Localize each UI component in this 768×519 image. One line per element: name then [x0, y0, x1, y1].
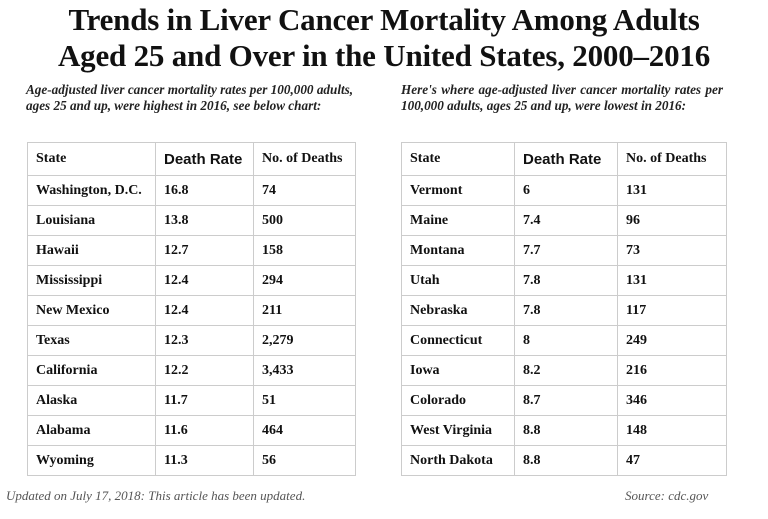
table-row: Connecticut 8 249 [401, 325, 727, 356]
table-cell: 3,433 [253, 355, 356, 386]
table-cell: 13.8 [155, 205, 254, 236]
table-cell: 11.6 [155, 415, 254, 446]
table-cell: 47 [617, 445, 727, 476]
column-header: State [401, 142, 515, 176]
table-row: Colorado 8.7 346 [401, 385, 727, 416]
table-cell: 7.4 [514, 205, 618, 236]
table-cell: 117 [617, 295, 727, 326]
table-header-row: State Death Rate No. of Deaths [401, 142, 727, 176]
table-row: Vermont 6 131 [401, 175, 727, 206]
table-row: Iowa 8.2 216 [401, 355, 727, 386]
table-cell: North Dakota [401, 445, 515, 476]
table-cell: 56 [253, 445, 356, 476]
title-line-1: Trends in Liver Cancer Mortality Among A… [68, 2, 700, 37]
table-cell: 249 [617, 325, 727, 356]
table-cell: 131 [617, 265, 727, 296]
page-title: Trends in Liver Cancer Mortality Among A… [0, 2, 768, 74]
table-cell: 500 [253, 205, 356, 236]
table-cell: Alabama [27, 415, 156, 446]
table-row: California 12.2 3,433 [27, 355, 356, 386]
table-cell: Utah [401, 265, 515, 296]
table-cell: 7.8 [514, 265, 618, 296]
table-cell: 12.4 [155, 265, 254, 296]
table-cell: California [27, 355, 156, 386]
table-cell: Nebraska [401, 295, 515, 326]
table-cell: Washington, D.C. [27, 175, 156, 206]
table-cell: Maine [401, 205, 515, 236]
table-row: West Virginia 8.8 148 [401, 415, 727, 446]
table-row: Wyoming 11.3 56 [27, 445, 356, 476]
table-cell: 8.8 [514, 445, 618, 476]
table-row: Washington, D.C. 16.8 74 [27, 175, 356, 206]
column-header: Death Rate [155, 142, 254, 176]
table-cell: Montana [401, 235, 515, 266]
lowest-rates-table: State Death Rate No. of Deaths Vermont 6 131 M… [401, 142, 727, 476]
table-row: Hawaii 12.7 158 [27, 235, 356, 266]
table-cell: 148 [617, 415, 727, 446]
table-cell: 73 [617, 235, 727, 266]
table-cell: Alaska [27, 385, 156, 416]
table-cell: 11.3 [155, 445, 254, 476]
table-cell: Wyoming [27, 445, 156, 476]
table-cell: 16.8 [155, 175, 254, 206]
table-cell: Texas [27, 325, 156, 356]
table-cell: 346 [617, 385, 727, 416]
table-cell: Iowa [401, 355, 515, 386]
table-row: North Dakota 8.8 47 [401, 445, 727, 476]
table-cell: Connecticut [401, 325, 515, 356]
column-header: No. of Deaths [253, 142, 356, 176]
table-cell: 11.7 [155, 385, 254, 416]
highest-rates-table: State Death Rate No. of Deaths Washington, … [27, 142, 356, 476]
title-line-2: Aged 25 and Over in the United States, 2… [57, 38, 711, 73]
table-row: Maine 7.4 96 [401, 205, 727, 236]
table-cell: 7.8 [514, 295, 618, 326]
table-row: Louisiana 13.8 500 [27, 205, 356, 236]
table-cell: 216 [617, 355, 727, 386]
table-cell: 2,279 [253, 325, 356, 356]
table-cell: 6 [514, 175, 618, 206]
table-cell: 464 [253, 415, 356, 446]
table-cell: 7.7 [514, 235, 618, 266]
table-cell: 8.7 [514, 385, 618, 416]
table-cell: Hawaii [27, 235, 156, 266]
table-cell: 12.3 [155, 325, 254, 356]
table-cell: Vermont [401, 175, 515, 206]
table-row: Nebraska 7.8 117 [401, 295, 727, 326]
table-row: Texas 12.3 2,279 [27, 325, 356, 356]
table-cell: West Virginia [401, 415, 515, 446]
table-row: Alabama 11.6 464 [27, 415, 356, 446]
table-cell: Mississippi [27, 265, 156, 296]
table-cell: 211 [253, 295, 356, 326]
table-cell: 8 [514, 325, 618, 356]
right-caption: Here's where age-adjusted liver cancer m… [401, 82, 723, 113]
table-cell: 12.7 [155, 235, 254, 266]
table-row: Alaska 11.7 51 [27, 385, 356, 416]
table-row: Montana 7.7 73 [401, 235, 727, 266]
column-header: State [27, 142, 156, 176]
table-cell: 12.4 [155, 295, 254, 326]
left-caption: Age-adjusted liver cancer mortality rate… [26, 82, 354, 113]
table-cell: 12.2 [155, 355, 254, 386]
table-cell: 8.2 [514, 355, 618, 386]
table-header-row: State Death Rate No. of Deaths [27, 142, 356, 176]
table-cell: 8.8 [514, 415, 618, 446]
column-header: No. of Deaths [617, 142, 727, 176]
table-cell: 51 [253, 385, 356, 416]
table-cell: 131 [617, 175, 727, 206]
table-row: New Mexico 12.4 211 [27, 295, 356, 326]
table-cell: New Mexico [27, 295, 156, 326]
table-cell: 96 [617, 205, 727, 236]
table-row: Mississippi 12.4 294 [27, 265, 356, 296]
update-note: Updated on July 17, 2018: This article h… [6, 488, 306, 503]
table-cell: 74 [253, 175, 356, 206]
source-note: Source: cdc.gov [625, 488, 709, 503]
table-cell: Colorado [401, 385, 515, 416]
table-cell: Louisiana [27, 205, 156, 236]
table-cell: 294 [253, 265, 356, 296]
column-header: Death Rate [514, 142, 618, 176]
table-row: Utah 7.8 131 [401, 265, 727, 296]
table-cell: 158 [253, 235, 356, 266]
